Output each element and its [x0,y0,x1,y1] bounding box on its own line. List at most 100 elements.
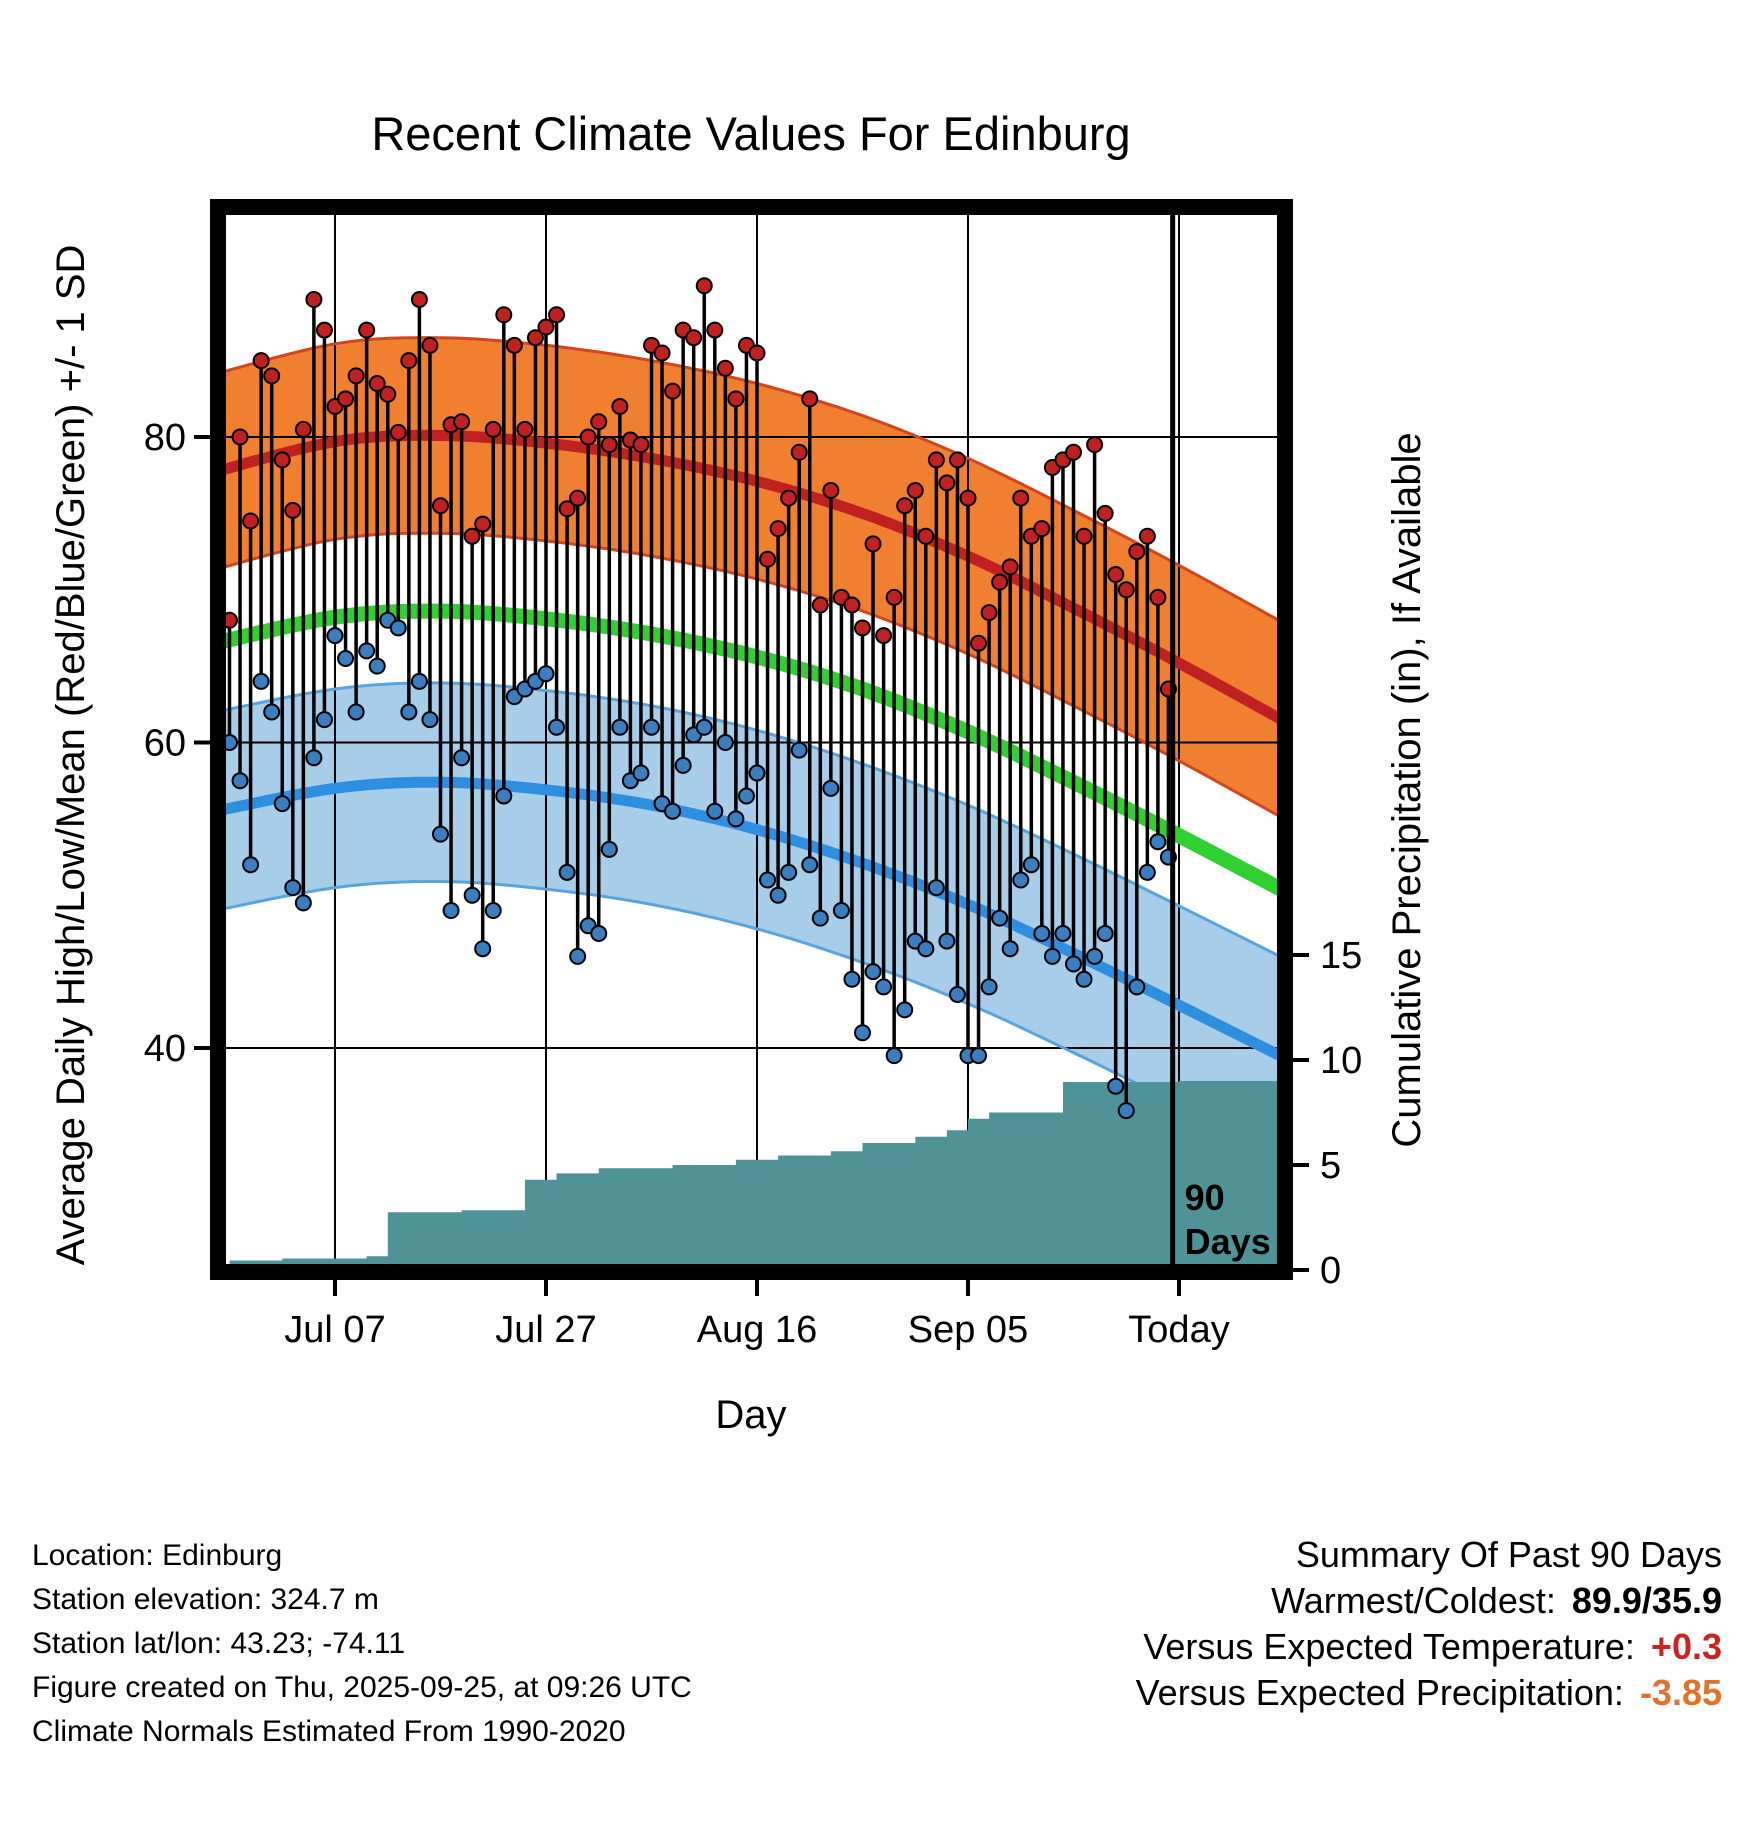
daily-low-dot [695,718,713,736]
daily-low-dot [1096,924,1114,942]
cumulative-precipitation-area [229,1081,1285,1270]
daily-low-dot [970,1047,988,1065]
daily-low-dot [864,963,882,981]
daily-low-dot [1149,833,1167,851]
daily-high-dot [854,619,871,637]
daily-high-dot [1012,489,1030,507]
daily-low-dot [727,810,745,828]
daily-high-dot [1117,581,1135,599]
daily-low-dot [991,909,1009,927]
daily-high-dot [231,428,249,446]
daily-high-dot [980,604,998,622]
summary-vs-precipitation-label: Versus Expected Precipitation: [1135,1672,1624,1713]
daily-low-dot [1033,924,1051,942]
daily-low-dot [358,642,376,660]
daily-high-dot [1001,558,1019,576]
high-normal-band [218,337,1285,820]
daily-high-dot [252,352,270,370]
daily-low-dot [790,741,808,759]
daily-low-dot [263,703,281,721]
station-elevation-line: Station elevation: 324.7 m [32,1583,379,1616]
daily-high-dot [1065,443,1082,461]
summary-vs-precipitation-value: -3.85 [1639,1672,1722,1713]
daily-high-dot [484,420,502,438]
daily-high-dot [885,588,903,606]
daily-low-dot [326,627,344,645]
daily-low-dot [1075,970,1093,988]
daily-high-dot [294,420,312,438]
y-right-tick-label: 15 [1320,935,1362,977]
daily-low-dot [1117,1102,1135,1120]
daily-high-dot [970,634,988,652]
daily-high-dot [474,515,492,533]
daily-low-dot [600,840,618,858]
summary-title: Summary Of Past 90 Days [1295,1534,1722,1575]
daily-low-dot [1054,924,1072,942]
daily-high-dot [632,436,650,454]
daily-high-dot [843,596,861,614]
daily-high-dot [548,306,566,324]
daily-high-dot [959,489,977,507]
daily-high-dot [1033,520,1051,538]
summary-panel: Summary Of Past 90 Days Warmest/Coldest:… [1136,1532,1722,1716]
daily-low-dot [1128,978,1146,996]
daily-low-dot [980,978,998,996]
station-latlon-line: Station lat/lon: 43.23; -74.11 [32,1627,406,1660]
daily-low-dot [716,734,734,751]
daily-high-dot [695,277,713,295]
daily-low-dot [1107,1077,1125,1095]
daily-low-dot [569,947,587,965]
daily-low-dot [400,703,418,721]
daily-low-dot [1043,947,1061,965]
daily-high-dot [400,352,418,370]
daily-high-dot [748,344,766,362]
daily-high-dot [875,627,893,645]
daily-low-dot [643,718,660,736]
y-left-tick-label: 40 [144,1028,186,1070]
daily-low-dot [674,756,692,774]
x-axis-label: Day [715,1393,786,1437]
daily-high-dot [463,527,481,545]
daily-high-dot [822,481,840,499]
daily-high-dot [716,359,734,377]
climate-normals-line: Climate Normals Estimated From 1990-2020 [32,1715,626,1748]
summary-vs-temperature-label: Versus Expected Temperature: [1143,1626,1635,1667]
chart-title: Recent Climate Values For Edinburg [371,107,1130,160]
daily-low-dot [273,795,291,813]
daily-high-dot [1096,504,1114,522]
daily-low-dot [927,879,945,897]
daily-high-dot [1128,543,1146,561]
ninety-day-marker-label: 90 [1185,1177,1225,1218]
daily-high-dot [284,501,302,519]
daily-low-dot [421,711,439,729]
daily-high-dot [790,443,808,461]
daily-high-dot [389,423,407,441]
daily-high-dot [896,497,914,515]
daily-high-dot [600,436,618,454]
x-tick-label: Aug 16 [697,1309,817,1351]
daily-low-dot [294,894,312,912]
daily-high-dot [801,390,819,408]
y-left-tick-label: 80 [144,417,186,459]
daily-low-dot [811,909,829,927]
daily-low-dot [389,619,407,637]
daily-high-dot [706,321,724,339]
daily-high-dot [347,367,365,385]
summary-warmest-coldest-value: 89.9/35.9 [1571,1580,1722,1621]
daily-high-dot [337,390,355,408]
daily-low-dot [896,1001,914,1019]
daily-temperature-stems [221,277,1177,1120]
daily-high-dot [811,596,829,614]
daily-low-dot [368,657,386,675]
normal-low-line [218,776,1285,1065]
low-normal-band [218,682,1285,1158]
daily-low-dot [305,749,323,767]
figure-created-line: Figure created on Thu, 2025-09-25, at 09… [32,1671,692,1704]
daily-low-dot [1138,863,1156,881]
daily-low-dot [706,802,724,820]
summary-row-vs-expected-temperature: Versus Expected Temperature: +0.3 [1136,1624,1722,1670]
daily-low-dot [875,978,893,996]
daily-low-dot [822,779,840,797]
daily-high-dot [664,382,682,400]
location-line: Location: Edinburg [32,1539,283,1572]
